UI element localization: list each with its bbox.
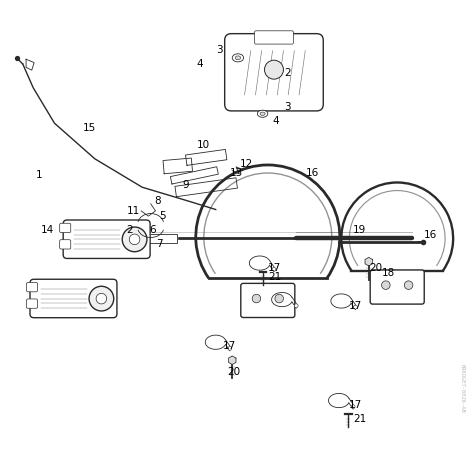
Circle shape — [122, 227, 147, 252]
Circle shape — [252, 294, 261, 303]
FancyBboxPatch shape — [30, 279, 117, 318]
Circle shape — [129, 234, 140, 245]
FancyBboxPatch shape — [27, 299, 37, 308]
Polygon shape — [365, 257, 373, 266]
Circle shape — [404, 281, 413, 290]
Text: 17: 17 — [348, 400, 362, 410]
Text: 3: 3 — [216, 45, 222, 55]
Polygon shape — [175, 178, 237, 197]
Text: 20: 20 — [228, 367, 241, 377]
Text: 15: 15 — [83, 123, 96, 133]
Circle shape — [275, 294, 283, 303]
Circle shape — [89, 286, 114, 311]
Text: 14: 14 — [41, 225, 55, 235]
Text: KRKOGET-0026-AB: KRKOGET-0026-AB — [460, 365, 465, 413]
Polygon shape — [150, 234, 176, 243]
Text: 10: 10 — [197, 139, 210, 150]
Text: 20: 20 — [370, 263, 383, 273]
FancyBboxPatch shape — [60, 240, 71, 249]
Text: 17: 17 — [268, 263, 281, 273]
Text: 19: 19 — [353, 225, 366, 235]
Circle shape — [96, 293, 107, 304]
Text: 3: 3 — [284, 101, 291, 112]
Text: 16: 16 — [424, 229, 438, 240]
Text: 21: 21 — [268, 272, 281, 283]
Polygon shape — [170, 167, 219, 184]
FancyBboxPatch shape — [63, 220, 150, 258]
Circle shape — [228, 346, 232, 350]
Ellipse shape — [260, 112, 265, 116]
Circle shape — [351, 405, 355, 409]
FancyBboxPatch shape — [241, 283, 295, 318]
Text: 16: 16 — [306, 168, 319, 178]
FancyBboxPatch shape — [225, 34, 323, 111]
Text: 2: 2 — [284, 68, 291, 79]
Circle shape — [382, 281, 390, 290]
Text: 6: 6 — [149, 225, 156, 235]
Circle shape — [264, 60, 283, 79]
Text: 13: 13 — [230, 168, 243, 178]
Text: 8: 8 — [154, 196, 161, 207]
Text: 21: 21 — [353, 414, 366, 425]
Text: 4: 4 — [197, 59, 203, 69]
FancyBboxPatch shape — [60, 223, 71, 233]
Polygon shape — [228, 356, 236, 365]
Circle shape — [354, 305, 357, 309]
Circle shape — [272, 267, 276, 271]
Text: 9: 9 — [182, 180, 189, 190]
Text: 17: 17 — [348, 301, 362, 311]
Ellipse shape — [232, 54, 244, 62]
Polygon shape — [163, 158, 192, 174]
Circle shape — [294, 304, 298, 308]
Text: 12: 12 — [239, 158, 253, 169]
Text: 11: 11 — [127, 206, 140, 216]
Ellipse shape — [235, 56, 241, 60]
Text: 2: 2 — [126, 225, 133, 235]
Text: 7: 7 — [156, 239, 163, 249]
Text: 1: 1 — [36, 170, 43, 181]
FancyBboxPatch shape — [27, 283, 37, 292]
FancyBboxPatch shape — [255, 31, 293, 44]
Polygon shape — [185, 149, 227, 165]
Ellipse shape — [257, 110, 268, 118]
Text: 18: 18 — [382, 267, 395, 278]
FancyBboxPatch shape — [370, 270, 424, 304]
Text: 5: 5 — [159, 210, 165, 221]
Text: 4: 4 — [273, 116, 279, 126]
Text: 17: 17 — [223, 341, 236, 351]
